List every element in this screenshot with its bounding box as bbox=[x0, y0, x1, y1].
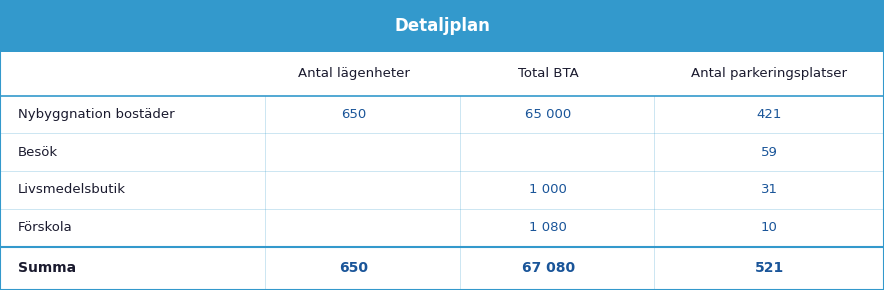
Text: 1 000: 1 000 bbox=[530, 184, 567, 196]
Text: 421: 421 bbox=[757, 108, 781, 121]
Text: 10: 10 bbox=[760, 221, 778, 234]
Text: Antal lägenheter: Antal lägenheter bbox=[298, 68, 409, 80]
Text: 1 080: 1 080 bbox=[530, 221, 567, 234]
Text: Nybyggnation bostäder: Nybyggnation bostäder bbox=[18, 108, 174, 121]
Text: 59: 59 bbox=[760, 146, 778, 159]
Text: Förskola: Förskola bbox=[18, 221, 72, 234]
Text: Summa: Summa bbox=[18, 261, 76, 275]
Text: Besök: Besök bbox=[18, 146, 57, 159]
Text: 521: 521 bbox=[754, 261, 784, 275]
Text: Detaljplan: Detaljplan bbox=[394, 17, 490, 35]
Text: 650: 650 bbox=[339, 261, 368, 275]
Text: 67 080: 67 080 bbox=[522, 261, 575, 275]
Text: Livsmedelsbutik: Livsmedelsbutik bbox=[18, 184, 126, 196]
Text: 31: 31 bbox=[760, 184, 778, 196]
Text: Total BTA: Total BTA bbox=[518, 68, 578, 80]
Text: Antal parkeringsplatser: Antal parkeringsplatser bbox=[691, 68, 847, 80]
Text: 65 000: 65 000 bbox=[525, 108, 571, 121]
FancyBboxPatch shape bbox=[0, 0, 884, 52]
Text: 650: 650 bbox=[341, 108, 366, 121]
